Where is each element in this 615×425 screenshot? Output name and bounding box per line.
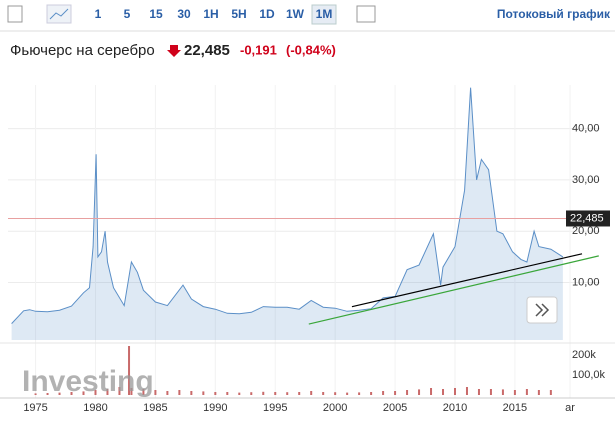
volume-bar <box>430 388 433 395</box>
area-icon[interactable] <box>46 4 72 24</box>
x-tick-label: 2015 <box>503 402 527 414</box>
stream-link[interactable]: Потоковый график <box>497 7 611 21</box>
x-tick-label: 2010 <box>443 402 467 414</box>
title: Фьючерс на серебро <box>10 42 155 59</box>
volume-bar <box>238 392 241 395</box>
volume-bar <box>334 392 337 395</box>
volume-bar <box>178 390 181 395</box>
down-arrow <box>167 45 181 57</box>
y-tick-label: 10,00 <box>572 276 600 288</box>
candle-icon[interactable] <box>7 5 23 23</box>
interval-button[interactable]: 1W <box>286 7 305 21</box>
y-tick-label: 40,00 <box>572 123 600 135</box>
interval-button[interactable]: 1H <box>203 7 218 21</box>
x-tick-label: 2000 <box>323 402 347 414</box>
volume-bar <box>154 390 157 395</box>
x-tick-label: 1990 <box>203 402 227 414</box>
volume-bar <box>118 387 121 395</box>
scroll-icon <box>535 303 550 317</box>
interval-button[interactable]: 5H <box>231 7 246 21</box>
layout-icon[interactable] <box>356 5 376 23</box>
volume-bar <box>70 392 73 395</box>
x-tick-label: 1975 <box>23 402 47 414</box>
change: -0,191 <box>240 42 277 57</box>
volume-bar <box>190 391 193 395</box>
volume-bar <box>358 392 361 395</box>
selected-interval <box>311 4 337 25</box>
volume-bar <box>465 387 468 395</box>
volume-tick-label: 100,0k <box>572 369 606 381</box>
volume-bar <box>370 392 373 395</box>
volume-bar <box>513 390 516 395</box>
volume-bar <box>274 392 277 395</box>
volume-bar <box>250 392 253 395</box>
volume-bar <box>418 389 421 395</box>
x-tick-label: ar <box>565 402 575 414</box>
line <box>11 87 564 324</box>
interval-button[interactable]: 1M <box>316 7 333 21</box>
volume-bar <box>262 391 265 395</box>
volume-bar <box>166 391 169 395</box>
volume-bar <box>406 390 409 395</box>
volume-bar <box>202 391 205 395</box>
volume-bar <box>142 389 145 395</box>
x-tick-label: 1985 <box>143 402 167 414</box>
price-tag <box>566 210 610 227</box>
price-tag-label: 22,485 <box>570 212 604 224</box>
y-tick-label: 30,00 <box>572 174 600 186</box>
volume-bar <box>226 392 229 395</box>
area <box>11 87 563 340</box>
volume-bar <box>34 393 37 395</box>
volume-bar <box>382 391 385 395</box>
volume-bar <box>394 391 397 395</box>
volume-bar <box>525 389 528 395</box>
interval-button[interactable]: 30 <box>177 7 191 21</box>
x-tick-label: 1980 <box>83 402 107 414</box>
volume-bar <box>549 390 552 395</box>
trendline <box>308 255 599 325</box>
volume-bar <box>82 391 85 395</box>
interval-button[interactable]: 1 <box>95 7 102 21</box>
x-tick-label: 2005 <box>383 402 407 414</box>
volume-bar <box>286 392 289 395</box>
volume-bar <box>442 389 445 395</box>
change-pct: (-0,84%) <box>286 42 336 57</box>
watermark: Investing <box>22 365 154 398</box>
volume-bar <box>489 389 492 395</box>
interval-button[interactable]: 1D <box>259 7 275 21</box>
volume-bar <box>453 388 456 395</box>
volume-bar <box>214 392 217 395</box>
x-tick-label: 1995 <box>263 402 287 414</box>
volume-bar <box>501 389 504 395</box>
interval-button[interactable]: 5 <box>124 7 131 21</box>
volume-tick-label: 200k <box>572 349 596 361</box>
trendline <box>351 253 583 308</box>
volume-bar <box>94 390 97 395</box>
volume-bar <box>537 390 540 395</box>
volume-bar <box>346 392 349 395</box>
volume-bar <box>106 389 109 395</box>
volume-bar <box>46 393 49 395</box>
volume-bar <box>298 392 301 395</box>
area-icon-line <box>49 8 69 20</box>
interval-button[interactable]: 15 <box>149 7 163 21</box>
price: 22,485 <box>184 42 230 59</box>
volume-bar <box>128 346 131 395</box>
volume-bar <box>477 389 480 395</box>
volume-bar <box>58 392 61 395</box>
y-tick-label: 20,00 <box>572 225 600 237</box>
volume-bar <box>310 391 313 395</box>
volume-bar <box>130 388 133 395</box>
volume-bar <box>322 392 325 395</box>
